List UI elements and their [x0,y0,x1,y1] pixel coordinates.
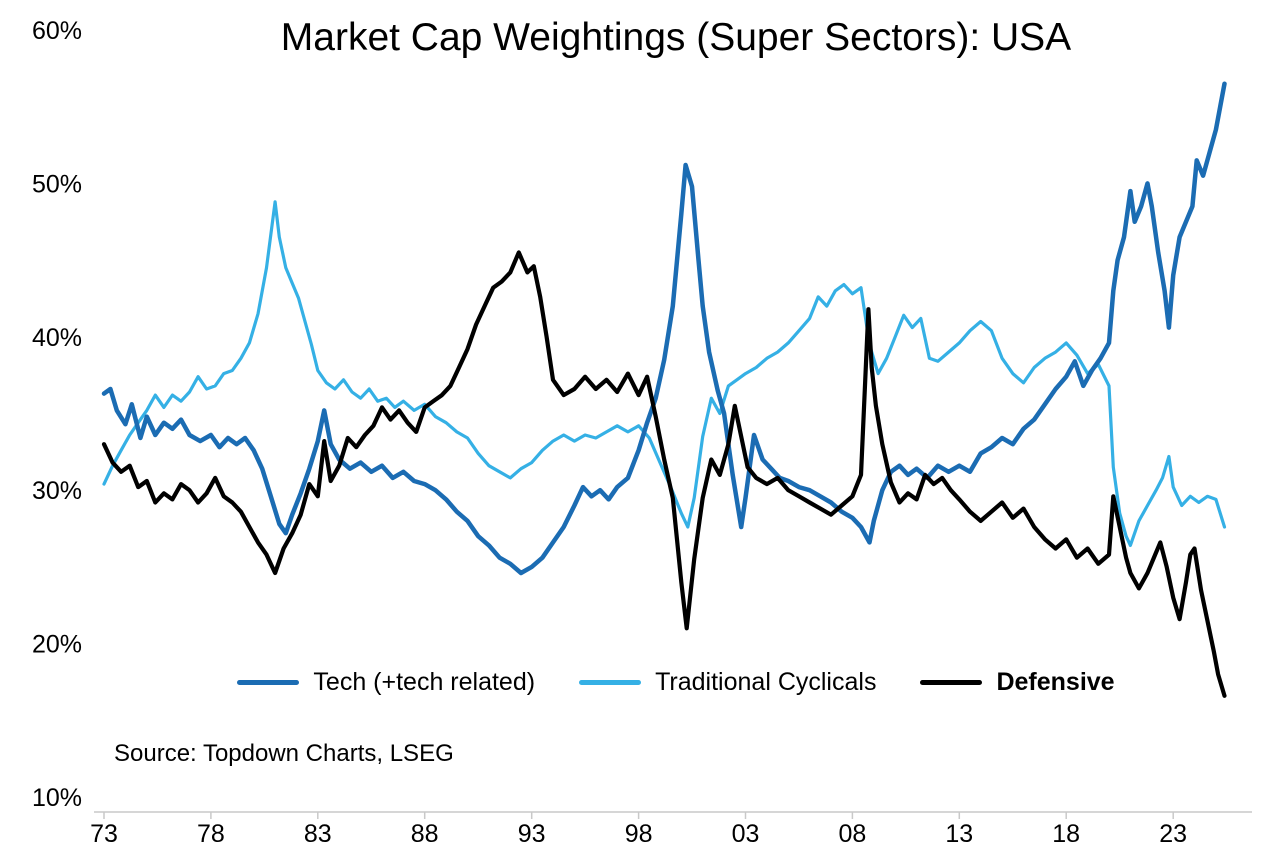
series-line-tech [101,81,1227,576]
x-tick-label: 03 [732,820,760,848]
legend-item-defensive: Defensive [920,668,1115,697]
x-tick-label: 83 [304,820,332,848]
chart-title: Market Cap Weightings (Super Sectors): U… [280,16,1072,59]
y-tick-label: 50% [32,170,82,198]
x-tick-label: 73 [90,820,118,848]
y-tick-label: 60% [32,17,82,45]
legend-label-defensive: Defensive [996,668,1115,696]
chart-legend: Tech (+tech related) Traditional Cyclica… [104,668,1248,697]
x-tick-label: 78 [197,820,225,848]
series-line-defensive [101,250,1227,698]
legend-item-tech: Tech (+tech related) [237,668,535,697]
y-tick-label: 20% [32,631,82,659]
defensive-line-swatch [920,680,983,685]
x-tick-label: 88 [411,820,439,848]
x-tick-label: 98 [625,820,653,848]
y-tick-label: 30% [32,477,82,505]
y-tick-label: 40% [32,324,82,352]
x-tick-label: 18 [1052,820,1080,848]
x-tick-label: 23 [1159,820,1187,848]
cyclicals-line-swatch [579,680,642,685]
source-note: Source: Topdown Charts, LSEG [114,740,454,767]
legend-label-tech: Tech (+tech related) [313,668,536,696]
tech-line-swatch [237,680,300,685]
legend-label-cyclicals: Traditional Cyclicals [655,668,877,696]
x-tick-label: 13 [945,820,973,848]
x-tick-label: 08 [838,820,866,848]
legend-item-cyclicals: Traditional Cyclicals [579,668,876,697]
y-tick-label: 10% [32,784,82,812]
x-tick-label: 93 [518,820,546,848]
